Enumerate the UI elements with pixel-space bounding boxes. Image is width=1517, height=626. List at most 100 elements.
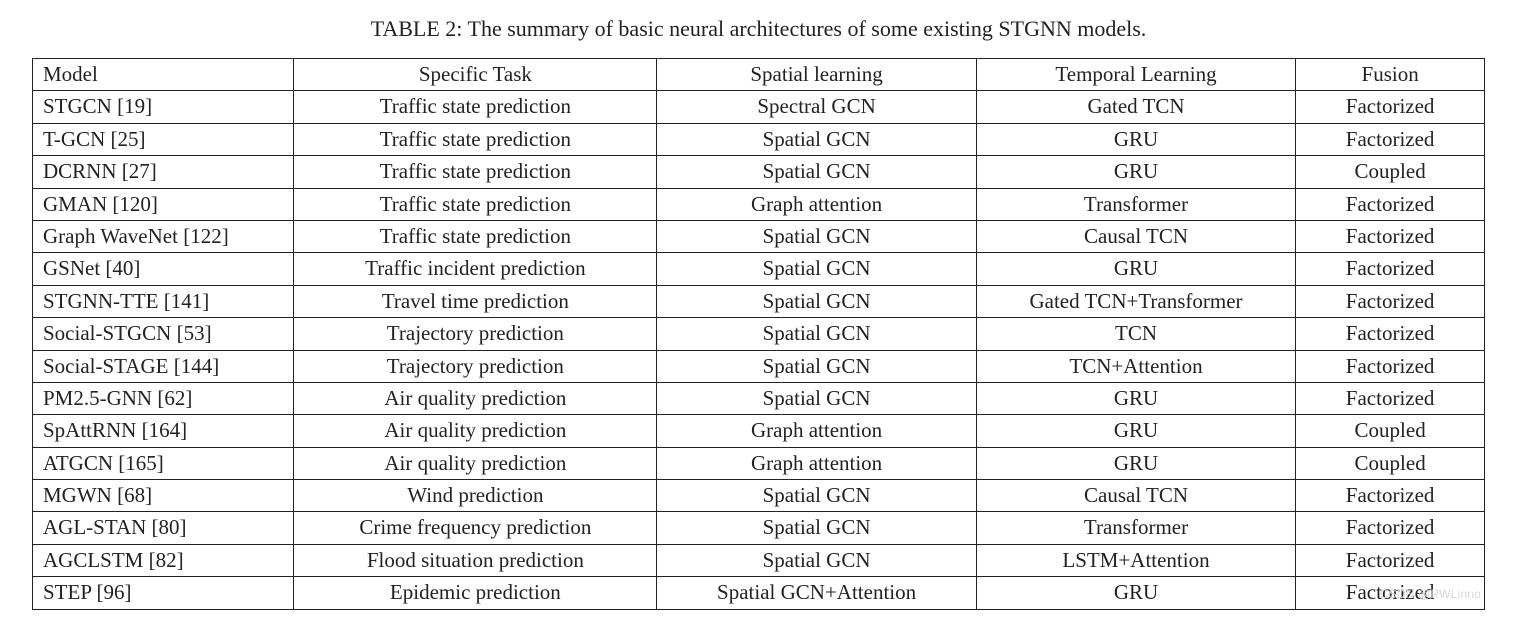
table-cell: GRU — [976, 577, 1295, 609]
table-cell: Traffic state prediction — [294, 123, 657, 155]
table-cell: Graph WaveNet [122] — [33, 220, 294, 252]
table-row: GMAN [120]Traffic state predictionGraph … — [33, 188, 1485, 220]
table-cell: STGNN-TTE [141] — [33, 285, 294, 317]
table-cell: Factorized — [1296, 350, 1485, 382]
table-cell: Gated TCN — [976, 91, 1295, 123]
table-cell: Traffic state prediction — [294, 91, 657, 123]
table-row: STGCN [19]Traffic state predictionSpectr… — [33, 91, 1485, 123]
table-cell: Spectral GCN — [657, 91, 976, 123]
table-cell: LSTM+Attention — [976, 544, 1295, 576]
table-cell: Factorized — [1296, 253, 1485, 285]
table-cell: Transformer — [976, 512, 1295, 544]
table-cell: Flood situation prediction — [294, 544, 657, 576]
table-row: AGL-STAN [80]Crime frequency predictionS… — [33, 512, 1485, 544]
table-cell: Traffic state prediction — [294, 156, 657, 188]
table-header-cell: Fusion — [1296, 59, 1485, 91]
table-row: ATGCN [165]Air quality predictionGraph a… — [33, 447, 1485, 479]
table-cell: Factorized — [1296, 188, 1485, 220]
table-row: AGCLSTM [82]Flood situation predictionSp… — [33, 544, 1485, 576]
table-cell: Traffic state prediction — [294, 220, 657, 252]
table-cell: GRU — [976, 253, 1295, 285]
table-cell: Trajectory prediction — [294, 318, 657, 350]
table-caption: TABLE 2: The summary of basic neural arc… — [32, 16, 1485, 42]
table-row: Social-STGCN [53]Trajectory predictionSp… — [33, 318, 1485, 350]
table-cell: GRU — [976, 415, 1295, 447]
table-cell: Causal TCN — [976, 480, 1295, 512]
table-cell: T-GCN [25] — [33, 123, 294, 155]
table-cell: Spatial GCN — [657, 285, 976, 317]
stgnn-summary-table: ModelSpecific TaskSpatial learningTempor… — [32, 58, 1485, 610]
table-header-cell: Specific Task — [294, 59, 657, 91]
table-cell: Trajectory prediction — [294, 350, 657, 382]
table-cell: STGCN [19] — [33, 91, 294, 123]
table-cell: Coupled — [1296, 156, 1485, 188]
table-cell: Air quality prediction — [294, 415, 657, 447]
table-body: STGCN [19]Traffic state predictionSpectr… — [33, 91, 1485, 609]
table-cell: Spatial GCN — [657, 512, 976, 544]
table-header: ModelSpecific TaskSpatial learningTempor… — [33, 59, 1485, 91]
table-cell: Crime frequency prediction — [294, 512, 657, 544]
table-cell: Graph attention — [657, 447, 976, 479]
table-header-row: ModelSpecific TaskSpatial learningTempor… — [33, 59, 1485, 91]
table-cell: Graph attention — [657, 188, 976, 220]
table-cell: Spatial GCN — [657, 220, 976, 252]
table-row: STGNN-TTE [141]Travel time predictionSpa… — [33, 285, 1485, 317]
table-row: MGWN [68]Wind predictionSpatial GCNCausa… — [33, 480, 1485, 512]
table-cell: Travel time prediction — [294, 285, 657, 317]
table-cell: Factorized — [1296, 382, 1485, 414]
table-cell: Causal TCN — [976, 220, 1295, 252]
table-cell: Spatial GCN — [657, 350, 976, 382]
table-row: Graph WaveNet [122]Traffic state predict… — [33, 220, 1485, 252]
table-row: T-GCN [25]Traffic state predictionSpatia… — [33, 123, 1485, 155]
table-cell: GMAN [120] — [33, 188, 294, 220]
table-cell: PM2.5-GNN [62] — [33, 382, 294, 414]
table-row: STEP [96]Epidemic predictionSpatial GCN+… — [33, 577, 1485, 609]
table-cell: Graph attention — [657, 415, 976, 447]
table-cell: Factorized — [1296, 123, 1485, 155]
table-cell: SpAttRNN [164] — [33, 415, 294, 447]
table-cell: STEP [96] — [33, 577, 294, 609]
table-cell: Factorized — [1296, 318, 1485, 350]
table-cell: Spatial GCN — [657, 123, 976, 155]
table-cell: GSNet [40] — [33, 253, 294, 285]
table-cell: GRU — [976, 156, 1295, 188]
table-cell: Factorized — [1296, 544, 1485, 576]
table-cell: GRU — [976, 447, 1295, 479]
table-cell: MGWN [68] — [33, 480, 294, 512]
table-cell: Epidemic prediction — [294, 577, 657, 609]
table-cell: Spatial GCN — [657, 480, 976, 512]
table-cell: Factorized — [1296, 480, 1485, 512]
table-cell: Traffic state prediction — [294, 188, 657, 220]
table-cell: Wind prediction — [294, 480, 657, 512]
table-cell: Spatial GCN — [657, 253, 976, 285]
table-cell: Spatial GCN+Attention — [657, 577, 976, 609]
table-cell: Transformer — [976, 188, 1295, 220]
table-cell: Spatial GCN — [657, 544, 976, 576]
table-cell: Coupled — [1296, 415, 1485, 447]
table-header-cell: Spatial learning — [657, 59, 976, 91]
table-cell: Factorized — [1296, 220, 1485, 252]
table-cell: Spatial GCN — [657, 156, 976, 188]
table-cell: AGCLSTM [82] — [33, 544, 294, 576]
table-row: GSNet [40]Traffic incident predictionSpa… — [33, 253, 1485, 285]
table-row: DCRNN [27]Traffic state predictionSpatia… — [33, 156, 1485, 188]
table-header-cell: Temporal Learning — [976, 59, 1295, 91]
table-row: Social-STAGE [144]Trajectory predictionS… — [33, 350, 1485, 382]
table-cell: Gated TCN+Transformer — [976, 285, 1295, 317]
table-cell: Spatial GCN — [657, 382, 976, 414]
table-header-cell: Model — [33, 59, 294, 91]
table-cell: Spatial GCN — [657, 318, 976, 350]
table-cell: DCRNN [27] — [33, 156, 294, 188]
table-cell: Air quality prediction — [294, 382, 657, 414]
table-cell: Air quality prediction — [294, 447, 657, 479]
table-cell: Factorized — [1296, 91, 1485, 123]
watermark: CSDN @RWLinno — [1380, 587, 1481, 601]
table-cell: AGL-STAN [80] — [33, 512, 294, 544]
table-cell: Social-STAGE [144] — [33, 350, 294, 382]
table-cell: Factorized — [1296, 512, 1485, 544]
table-cell: TCN — [976, 318, 1295, 350]
table-cell: Coupled — [1296, 447, 1485, 479]
table-cell: Social-STGCN [53] — [33, 318, 294, 350]
table-row: PM2.5-GNN [62]Air quality predictionSpat… — [33, 382, 1485, 414]
table-cell: Traffic incident prediction — [294, 253, 657, 285]
